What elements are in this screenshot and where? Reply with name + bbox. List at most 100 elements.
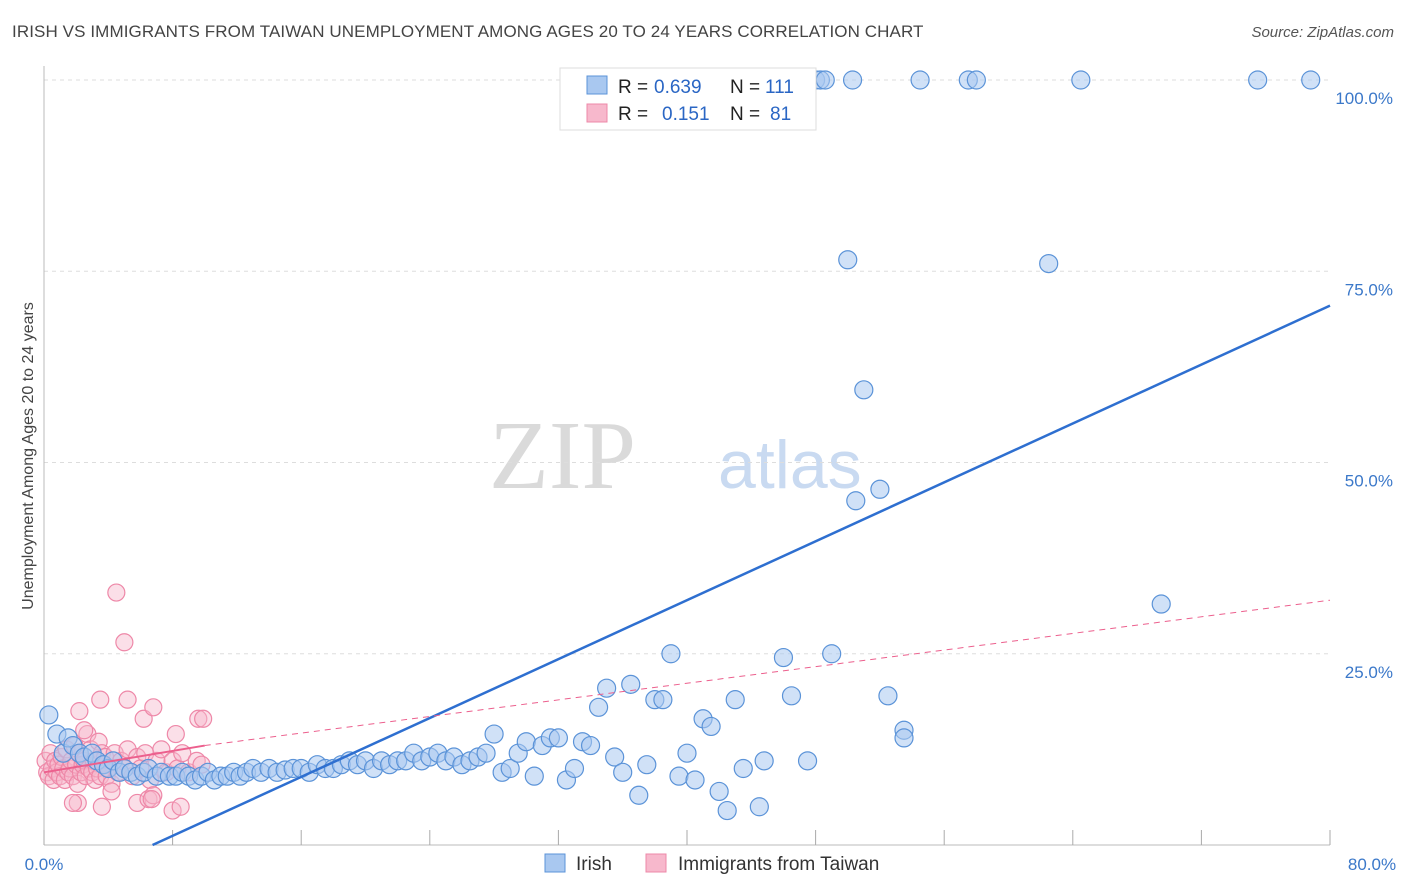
irish-point-68: [524, 766, 544, 786]
irish-point-117: [1071, 70, 1091, 90]
irish-point-109: [838, 250, 858, 270]
legend-swatch-taiwan: [586, 103, 608, 123]
chart-source: Source: ZipAtlas.com: [1251, 24, 1394, 41]
irish-point-95: [749, 797, 769, 817]
taiwan-point-69: [189, 709, 208, 728]
y-axis-label: Unemployment Among Ages 20 to 24 years: [20, 302, 37, 610]
irish-point-82: [637, 755, 657, 775]
taiwan-point-68: [166, 724, 185, 744]
grid: [44, 79, 1330, 655]
legend-r-value-irish: 0.639: [654, 77, 702, 98]
legend-n-label-irish: N =: [730, 77, 760, 98]
taiwan-point-73: [128, 793, 147, 813]
irish-point-107: [1039, 254, 1059, 274]
irish-point-85: [661, 644, 681, 664]
taiwan-point-71: [68, 793, 87, 813]
series-legend: Irish Immigrants from Taiwan: [544, 853, 879, 875]
irish-point-91: [709, 781, 729, 802]
irish-point-73: [564, 758, 585, 779]
irish-point-75: [580, 735, 601, 756]
taiwan-trend-line: [43, 744, 205, 774]
taiwan-trend-line-extrapolated: [204, 599, 1331, 747]
irish-point-71: [548, 728, 569, 748]
bottom-swatch-irish: [544, 853, 566, 873]
irish-point-106: [894, 728, 914, 748]
taiwan-point-61: [75, 721, 94, 740]
legend-swatch-irish: [586, 75, 608, 95]
taiwan-point-63: [107, 583, 126, 602]
watermark-atlas: atlas: [718, 427, 862, 503]
y-tick-label-100: 100.0%: [1335, 89, 1393, 108]
irish-point-113: [842, 70, 863, 90]
irish-point-100: [822, 644, 842, 664]
legend-r-label-irish: R =: [618, 77, 648, 98]
taiwan-point-67: [144, 698, 163, 717]
irish-point-116: [966, 70, 986, 90]
irish-point-0: [39, 705, 59, 725]
bottom-legend-irish: Irish: [576, 854, 612, 875]
taiwan-point-77: [171, 797, 190, 816]
x-tick-label-min: 0.0%: [25, 855, 64, 874]
legend-n-label-taiwan: N =: [730, 104, 760, 125]
legend-r-label-taiwan: R =: [618, 104, 648, 125]
legend-r-value-taiwan: 0.151: [662, 104, 710, 125]
taiwan-point-64: [115, 633, 134, 652]
trend-lines: [43, 304, 1331, 847]
bottom-legend-taiwan: Immigrants from Taiwan: [678, 854, 879, 875]
axes: [43, 66, 1330, 846]
taiwan-point-62: [91, 690, 110, 709]
y-tick-label-25: 25.0%: [1345, 663, 1393, 682]
irish-point-63: [484, 724, 504, 744]
irish-point-93: [725, 690, 745, 710]
irish-point-94: [733, 758, 753, 779]
irish-point-80: [621, 674, 641, 694]
taiwan-point-60: [70, 702, 89, 721]
irish-points: [39, 70, 1321, 821]
irish-point-102: [854, 380, 874, 400]
watermark-zip: ZIP: [489, 402, 636, 510]
x-tick-label-max: 80.0%: [1348, 855, 1396, 874]
irish-point-108: [1151, 594, 1171, 614]
taiwan-point-78: [102, 782, 121, 801]
taiwan-point-80: [63, 793, 83, 813]
y-tick-label-75: 75.0%: [1345, 280, 1393, 299]
irish-trend-line: [152, 304, 1331, 847]
irish-point-104: [878, 686, 898, 706]
irish-point-88: [685, 770, 705, 790]
taiwan-point-65: [118, 690, 137, 709]
irish-point-84: [653, 690, 673, 710]
irish-point-90: [701, 716, 721, 737]
legend-n-value-taiwan: 81: [770, 104, 791, 125]
stats-legend: R = 0.639 N = 111 R = 0.151 N = 81: [559, 67, 817, 131]
irish-point-118: [1248, 70, 1268, 90]
bottom-swatch-taiwan: [645, 853, 667, 873]
irish-point-78: [605, 747, 625, 767]
irish-point-96: [754, 751, 774, 771]
irish-point-114: [910, 70, 930, 90]
x-ticks: [43, 830, 1331, 845]
irish-point-86: [669, 766, 689, 786]
y-tick-labels: 25.0% 50.0% 75.0% 100.0%: [1335, 89, 1393, 682]
irish-point-101: [846, 491, 866, 511]
irish-point-92: [717, 800, 737, 821]
taiwan-point-79: [142, 789, 161, 809]
chart-title: IRISH VS IMMIGRANTS FROM TAIWAN UNEMPLOY…: [12, 22, 924, 41]
irish-point-119: [1301, 70, 1321, 90]
irish-point-79: [613, 762, 633, 782]
irish-point-103: [870, 479, 890, 499]
taiwan-point-70: [194, 709, 213, 728]
irish-point-62: [476, 743, 496, 763]
irish-point-97: [773, 647, 794, 668]
irish-point-76: [588, 697, 609, 717]
irish-point-112: [815, 70, 835, 90]
irish-point-65: [500, 758, 520, 779]
irish-point-67: [516, 732, 536, 752]
irish-point-87: [677, 743, 697, 763]
irish-point-98: [781, 686, 802, 706]
y-tick-label-50: 50.0%: [1345, 472, 1393, 491]
irish-point-81: [629, 785, 649, 805]
irish-point-99: [797, 751, 818, 771]
legend-n-value-irish: 111: [765, 77, 794, 98]
taiwan-point-72: [92, 797, 111, 816]
